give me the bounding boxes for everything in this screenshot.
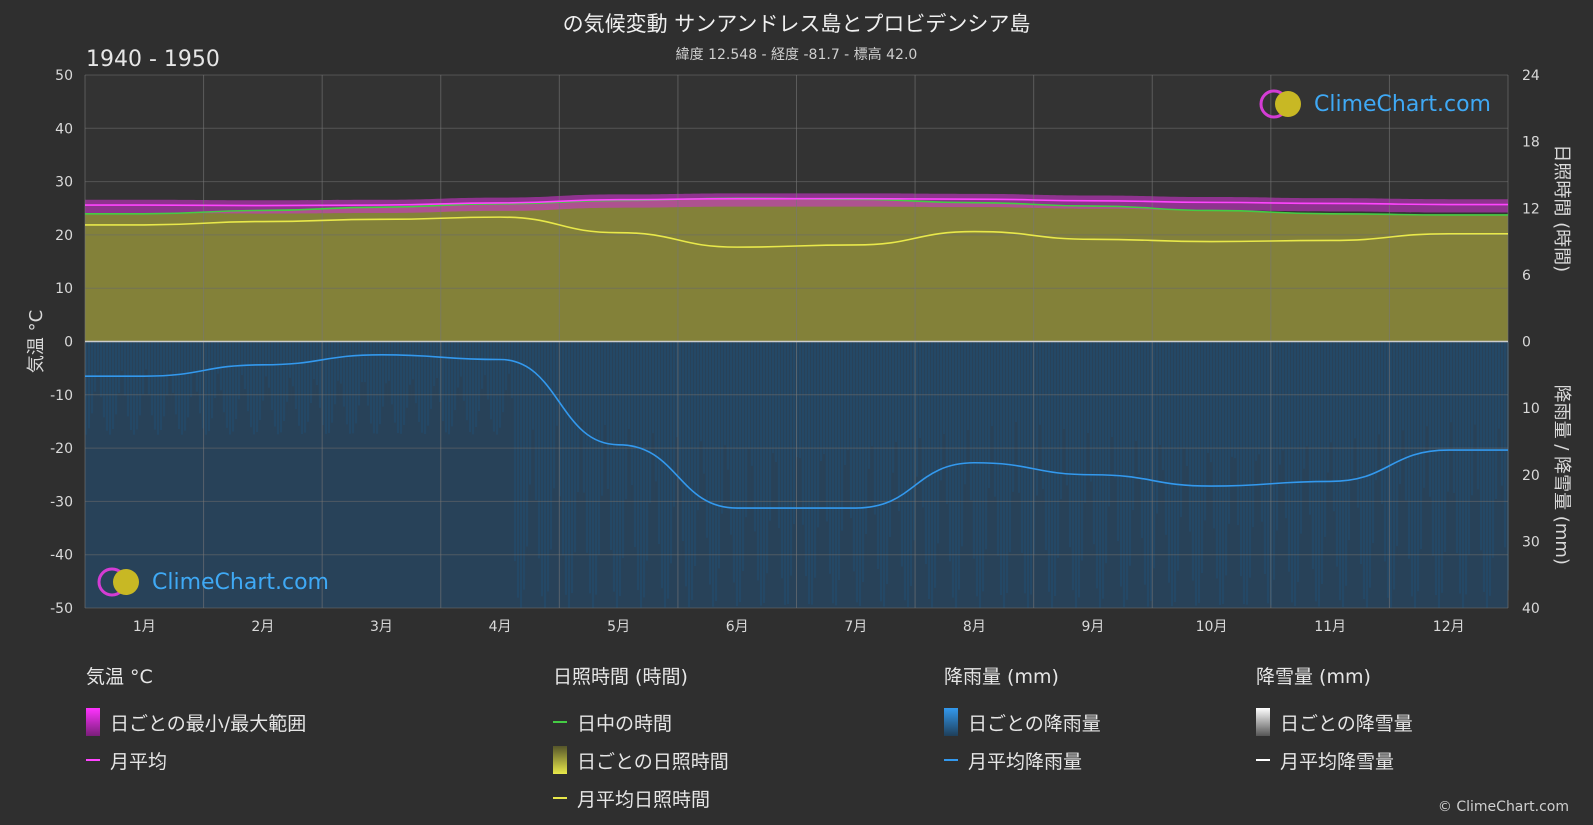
legend-label: 月平均 — [110, 750, 168, 773]
legend-snow: 降雪量 (mm) 日ごとの降雪量 月平均降雪量 — [1256, 662, 1413, 779]
y-tick-left: 30 — [55, 175, 73, 191]
legend-item-rain-daily: 日ごとの降雨量 — [944, 703, 1101, 741]
x-tick-label: 5月 — [607, 619, 630, 635]
climechart-logo-icon — [97, 567, 139, 597]
swatch-snow-avg — [1256, 759, 1270, 761]
y-tick-left: -10 — [50, 388, 73, 404]
swatch-daylight — [553, 721, 567, 723]
legend-temperature: 気温 °C 日ごとの最小/最大範囲 月平均 — [86, 662, 306, 779]
logo-text: ClimeChart.com — [152, 569, 329, 595]
chart-lines — [84, 197, 1509, 509]
y-tick-left: 10 — [55, 281, 73, 297]
legend-item-temp-avg: 月平均 — [86, 741, 306, 779]
series-line-月平均日照時間 — [85, 216, 1509, 248]
y-tick-left: -20 — [50, 441, 73, 457]
y-tick-right-rain: 40 — [1522, 601, 1540, 617]
legend-item-snow-avg: 月平均降雪量 — [1256, 741, 1413, 779]
legend-sunshine: 日照時間 (時間) 日中の時間 日ごとの日照時間 月平均日照時間 — [553, 662, 729, 817]
y-tick-right-sun: 6 — [1522, 268, 1531, 284]
y-tick-left: -50 — [50, 601, 73, 617]
legend-rain: 降雨量 (mm) 日ごとの降雨量 月平均降雨量 — [944, 662, 1101, 779]
x-tick-label: 8月 — [963, 619, 986, 635]
x-tick-label: 9月 — [1081, 619, 1104, 635]
y-tick-left: 50 — [55, 68, 73, 84]
y-tick-left: -30 — [50, 494, 73, 510]
legend-label: 日中の時間 — [577, 712, 673, 735]
logo-bottom[interactable]: ClimeChart.com — [96, 566, 329, 598]
series-line-月平均降雨量 — [84, 354, 1508, 509]
y-tick-right-rain: 20 — [1522, 468, 1540, 484]
swatch-rain-avg — [944, 759, 958, 761]
y-axis-title-left: 気温 °C — [26, 310, 47, 373]
legend-item-rain-avg: 月平均降雨量 — [944, 741, 1101, 779]
period-label: 1940 - 1950 — [86, 47, 220, 72]
legend-label: 月平均降雪量 — [1280, 750, 1395, 773]
swatch-sun-avg — [553, 797, 567, 799]
climechart-logo-icon — [1259, 89, 1301, 119]
y-tick-left: 20 — [55, 228, 73, 244]
chart-grid — [84, 74, 1509, 609]
legend-label: 日ごとの日照時間 — [577, 750, 729, 773]
legend-item-temp-range: 日ごとの最小/最大範囲 — [86, 703, 306, 741]
x-tick-label: 7月 — [844, 619, 867, 635]
legend-header-snow: 降雪量 (mm) — [1256, 666, 1371, 688]
y-tick-right-rain: 10 — [1522, 401, 1540, 417]
y-axis-title-right-rain: 降雨量 / 降雪量 (mm) — [1551, 385, 1572, 565]
logo-top[interactable]: ClimeChart.com — [1258, 88, 1491, 120]
legend-label: 月平均降雨量 — [968, 750, 1083, 773]
swatch-temp-range — [86, 708, 100, 736]
y-tick-right-sun: 12 — [1522, 201, 1540, 217]
y-tick-right-sun: 24 — [1522, 68, 1540, 84]
legend-item-daylight: 日中の時間 — [553, 703, 729, 741]
swatch-rain-daily — [944, 708, 958, 736]
swatch-sun-daily — [553, 746, 567, 774]
chart-axes: 50 40 30 20 10 0 -10 -20 -30 -40 -50 24 18 12 6 0 10 20 30… — [26, 68, 1572, 635]
y-tick-right-rain: 30 — [1522, 534, 1540, 550]
chart-subtitle: 緯度 12.548 - 経度 -81.7 - 標高 42.0 — [675, 47, 918, 63]
legend-header-temp: 気温 °C — [86, 666, 153, 688]
y-tick-right-sun: 18 — [1522, 135, 1540, 151]
y-tick-left: -40 — [50, 548, 73, 564]
legend-item-snow-daily: 日ごとの降雪量 — [1256, 703, 1413, 741]
legend-label: 月平均日照時間 — [577, 788, 711, 811]
x-tick-label: 11月 — [1314, 619, 1346, 635]
legend-header-sun: 日照時間 (時間) — [553, 666, 688, 688]
x-tick-label: 1月 — [133, 619, 156, 635]
x-tick-label: 10月 — [1196, 619, 1228, 635]
x-tick-label: 3月 — [370, 619, 393, 635]
y-axis-title-right-sun: 日照時間 (時間) — [1551, 144, 1572, 272]
legend-label: 日ごとの降雨量 — [968, 712, 1101, 735]
x-tick-label: 12月 — [1433, 619, 1465, 635]
x-tick-label: 2月 — [251, 619, 274, 635]
logo-text: ClimeChart.com — [1314, 91, 1491, 117]
legend-label: 日ごとの降雪量 — [1280, 712, 1413, 735]
y-tick-left: 40 — [55, 121, 73, 137]
legend-item-sun-daily: 日ごとの日照時間 — [553, 741, 729, 779]
swatch-snow-daily — [1256, 708, 1270, 736]
swatch-temp-avg — [86, 759, 100, 761]
y-tick-left: 0 — [64, 335, 73, 351]
legend-label: 日ごとの最小/最大範囲 — [110, 712, 307, 735]
legend-item-sun-avg: 月平均日照時間 — [553, 779, 729, 817]
chart-title: の気候変動 サンアンドレス島とプロビデンシア島 — [562, 12, 1031, 36]
series-line-月平均 — [85, 197, 1508, 207]
legend-header-rain: 降雨量 (mm) — [944, 666, 1059, 688]
x-tick-label: 6月 — [726, 619, 749, 635]
y-tick-right-sun: 0 — [1522, 335, 1531, 351]
copyright: © ClimeChart.com — [1437, 799, 1569, 815]
x-tick-label: 4月 — [489, 619, 512, 635]
